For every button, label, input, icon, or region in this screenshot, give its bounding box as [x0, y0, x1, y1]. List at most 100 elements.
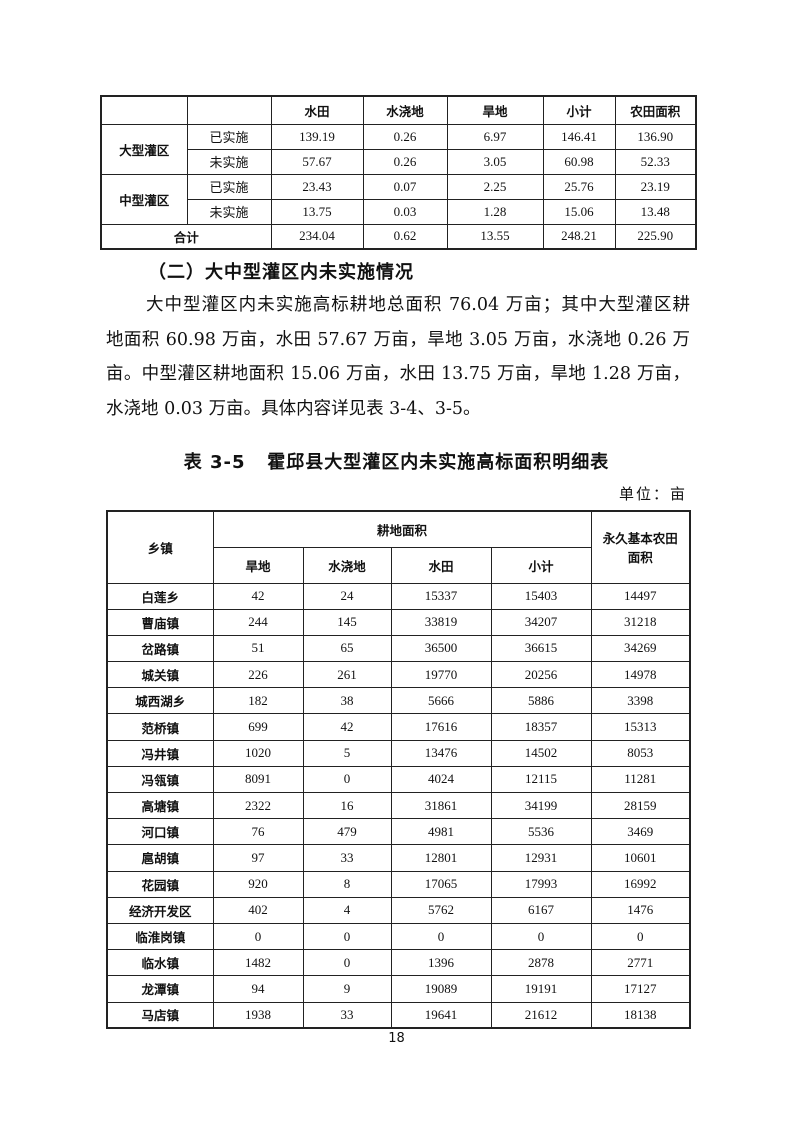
header-paddy: 水田 [390, 546, 492, 584]
town-name: 马店镇 [106, 1001, 214, 1029]
value-cell: 2878 [490, 949, 592, 977]
value-cell: 13476 [390, 739, 492, 767]
value-cell: 6167 [490, 896, 592, 924]
value-cell: 12801 [390, 844, 492, 872]
group-name: 中型灌区 [100, 173, 188, 225]
value-cell: 51 [212, 634, 304, 663]
paragraph: 大中型灌区内未实施高标耕地总面积 76.04 万亩；其中大型灌区耕 地面积 60… [106, 288, 690, 426]
header-cell: 小计 [542, 95, 616, 125]
value-cell: 3.05 [446, 148, 544, 175]
value-cell: 17993 [490, 870, 592, 898]
value-cell: 97 [212, 844, 304, 872]
town-name: 临淮岗镇 [106, 922, 214, 951]
status-cell: 已实施 [186, 173, 272, 200]
town-name: 白莲乡 [106, 582, 214, 610]
value-cell: 36615 [490, 634, 592, 663]
table-row: 经济开发区 402 4 5762 6167 1476 [106, 896, 691, 924]
value-cell: 52.33 [614, 148, 697, 175]
value-cell: 8053 [590, 739, 691, 767]
value-cell: 17065 [390, 870, 492, 898]
total-value: 13.55 [446, 223, 544, 250]
value-cell: 699 [212, 713, 304, 741]
town-name: 临水镇 [106, 949, 214, 977]
value-cell: 244 [212, 608, 304, 636]
table-row: 冯瓴镇 8091 0 4024 12115 11281 [106, 765, 691, 794]
table-row: 冯井镇 1020 5 13476 14502 8053 [106, 739, 691, 767]
table-row: 花园镇 920 8 17065 17993 16992 [106, 870, 691, 898]
table-row: 曹庙镇 244 145 33819 34207 31218 [106, 608, 691, 636]
header-row: 水田 水浇地 旱地 小计 农田面积 [100, 95, 697, 125]
header-cell: 农田面积 [614, 95, 697, 125]
value-cell: 5762 [390, 896, 492, 924]
town-name: 河口镇 [106, 818, 214, 846]
group-name: 大型灌区 [100, 123, 188, 175]
paragraph-line: 大中型灌区内未实施高标耕地总面积 76.04 万亩；其中大型灌区耕 [146, 295, 690, 315]
table-row: 高塘镇 2322 16 31861 34199 28159 [106, 791, 691, 820]
town-name: 冯井镇 [106, 739, 214, 767]
value-cell: 60.98 [542, 148, 616, 175]
value-cell: 34207 [490, 608, 592, 636]
table-row: 未实施 13.75 0.03 1.28 15.06 13.48 [101, 198, 697, 225]
value-cell: 2.25 [446, 173, 544, 200]
value-cell: 0 [302, 922, 392, 951]
table-row: 大型灌区 已实施 139.19 0.26 6.97 146.41 136.90 [100, 123, 697, 175]
value-cell: 14497 [590, 582, 691, 610]
table-row: 城西湖乡 182 38 5666 5886 3398 [106, 687, 691, 715]
value-cell: 0.03 [362, 198, 448, 225]
town-name: 扈胡镇 [106, 844, 214, 872]
value-cell: 11281 [590, 765, 691, 794]
table-row: 扈胡镇 97 33 12801 12931 10601 [106, 844, 691, 872]
header-dry-land: 旱地 [212, 546, 304, 584]
header-cell: 水浇地 [362, 95, 448, 125]
total-value: 225.90 [614, 223, 697, 250]
value-cell: 16992 [590, 870, 691, 898]
value-cell: 14978 [590, 661, 691, 689]
value-cell: 42 [302, 713, 392, 741]
value-cell: 42 [212, 582, 304, 610]
town-name: 岔路镇 [106, 634, 214, 663]
town-name: 经济开发区 [106, 896, 214, 924]
header-cell [100, 95, 188, 125]
value-cell: 33 [302, 1001, 392, 1029]
value-cell: 19770 [390, 661, 492, 689]
value-cell: 18357 [490, 713, 592, 741]
value-cell: 4024 [390, 765, 492, 794]
value-cell: 13.48 [614, 198, 697, 225]
town-name: 城西湖乡 [106, 687, 214, 715]
value-cell: 920 [212, 870, 304, 898]
value-cell: 5886 [490, 687, 592, 715]
header-irrigated-land: 水浇地 [302, 546, 392, 584]
value-cell: 19089 [390, 975, 492, 1003]
table-title: 表 3-5 霍邱县大型灌区内未实施高标面积明细表 [183, 452, 610, 473]
value-cell: 0 [390, 922, 492, 951]
value-cell: 479 [302, 818, 392, 846]
value-cell: 3469 [590, 818, 691, 846]
value-cell: 65 [302, 634, 392, 663]
value-cell: 5536 [490, 818, 592, 846]
value-cell: 36500 [390, 634, 492, 663]
value-cell: 76 [212, 818, 304, 846]
paragraph-line: 亩。中型灌区耕地面积 15.06 万亩，水田 13.75 万亩，旱地 1.28 … [106, 364, 690, 384]
table-row: 龙潭镇 94 9 19089 19191 17127 [106, 975, 691, 1003]
town-name: 范桥镇 [106, 713, 214, 741]
value-cell: 33 [302, 844, 392, 872]
header-cell: 水田 [270, 95, 364, 125]
town-name: 城关镇 [106, 661, 214, 689]
value-cell: 139.19 [270, 123, 364, 150]
table-row: 临水镇 1482 0 1396 2878 2771 [106, 949, 691, 977]
value-cell: 15337 [390, 582, 492, 610]
table-row: 白莲乡 42 24 15337 15403 14497 [106, 582, 691, 610]
detail-table: 乡镇 耕地面积 永久基本农田面积 旱地 水浇地 水田 小计 白莲乡 42 24 153… [106, 510, 692, 1030]
value-cell: 1938 [212, 1001, 304, 1029]
value-cell: 13.75 [270, 198, 364, 225]
value-cell: 226 [212, 661, 304, 689]
value-cell: 33819 [390, 608, 492, 636]
value-cell: 146.41 [542, 123, 616, 150]
value-cell: 23.43 [270, 173, 364, 200]
table-row: 岔路镇 51 65 36500 36615 34269 [106, 634, 691, 663]
value-cell: 1482 [212, 949, 304, 977]
value-cell: 23.19 [614, 173, 697, 200]
value-cell: 0 [590, 922, 691, 951]
total-value: 248.21 [542, 223, 616, 250]
value-cell: 18138 [590, 1001, 691, 1029]
